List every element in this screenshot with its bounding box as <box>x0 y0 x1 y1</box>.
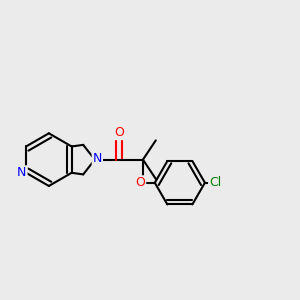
Text: O: O <box>114 126 124 139</box>
Text: N: N <box>93 152 102 165</box>
Text: O: O <box>135 176 145 189</box>
Text: N: N <box>17 166 27 179</box>
Text: Cl: Cl <box>209 176 221 189</box>
